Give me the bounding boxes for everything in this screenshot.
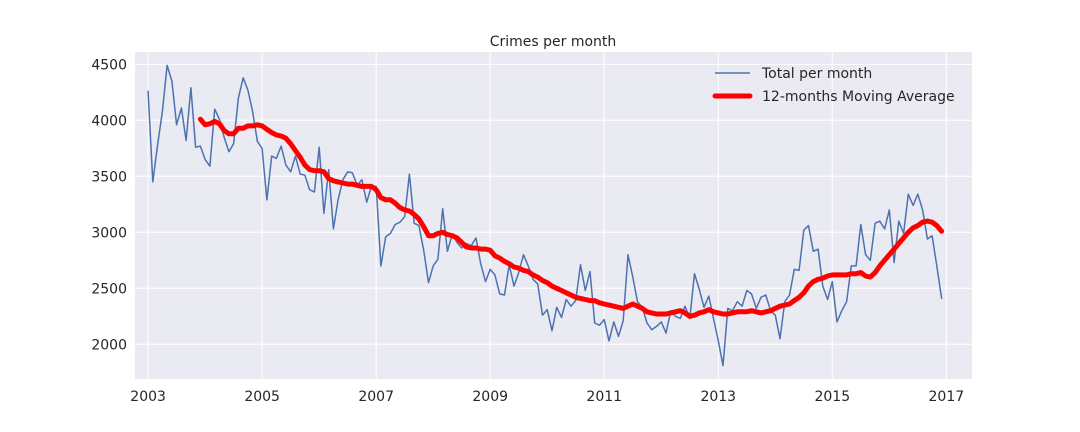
legend-label-total: Total per month [761,66,872,82]
x-tick-label: 2013 [700,389,736,405]
y-tick-label: 3500 [91,169,127,185]
series-line-total [147,64,943,367]
y-tick-label: 2000 [91,337,127,353]
x-tick-label: 2015 [814,389,850,405]
y-tick-label: 2500 [91,281,127,297]
series-line-moving-average [197,116,945,319]
x-tick-label: 2007 [358,389,394,405]
legend: Total per month 12-months Moving Average [712,66,955,105]
y-tick-label: 4000 [91,113,127,129]
y-tick-label: 4500 [91,57,127,73]
chart-title: Crimes per month [490,34,617,50]
y-tick-label: 3000 [91,225,127,241]
y-tick-labels: 2000 2500 3000 3500 4000 4500 [91,57,127,353]
x-tick-label: 2011 [586,389,622,405]
series-layer [147,64,945,367]
x-tick-label: 2005 [244,389,280,405]
legend-label-average: 12-months Moving Average [762,89,955,105]
x-tick-label: 2009 [472,389,508,405]
x-tick-label: 2003 [130,389,166,405]
x-tick-labels: 2003 2005 2007 2009 2011 2013 2015 2017 [130,389,964,405]
x-tick-label: 2017 [929,389,965,405]
